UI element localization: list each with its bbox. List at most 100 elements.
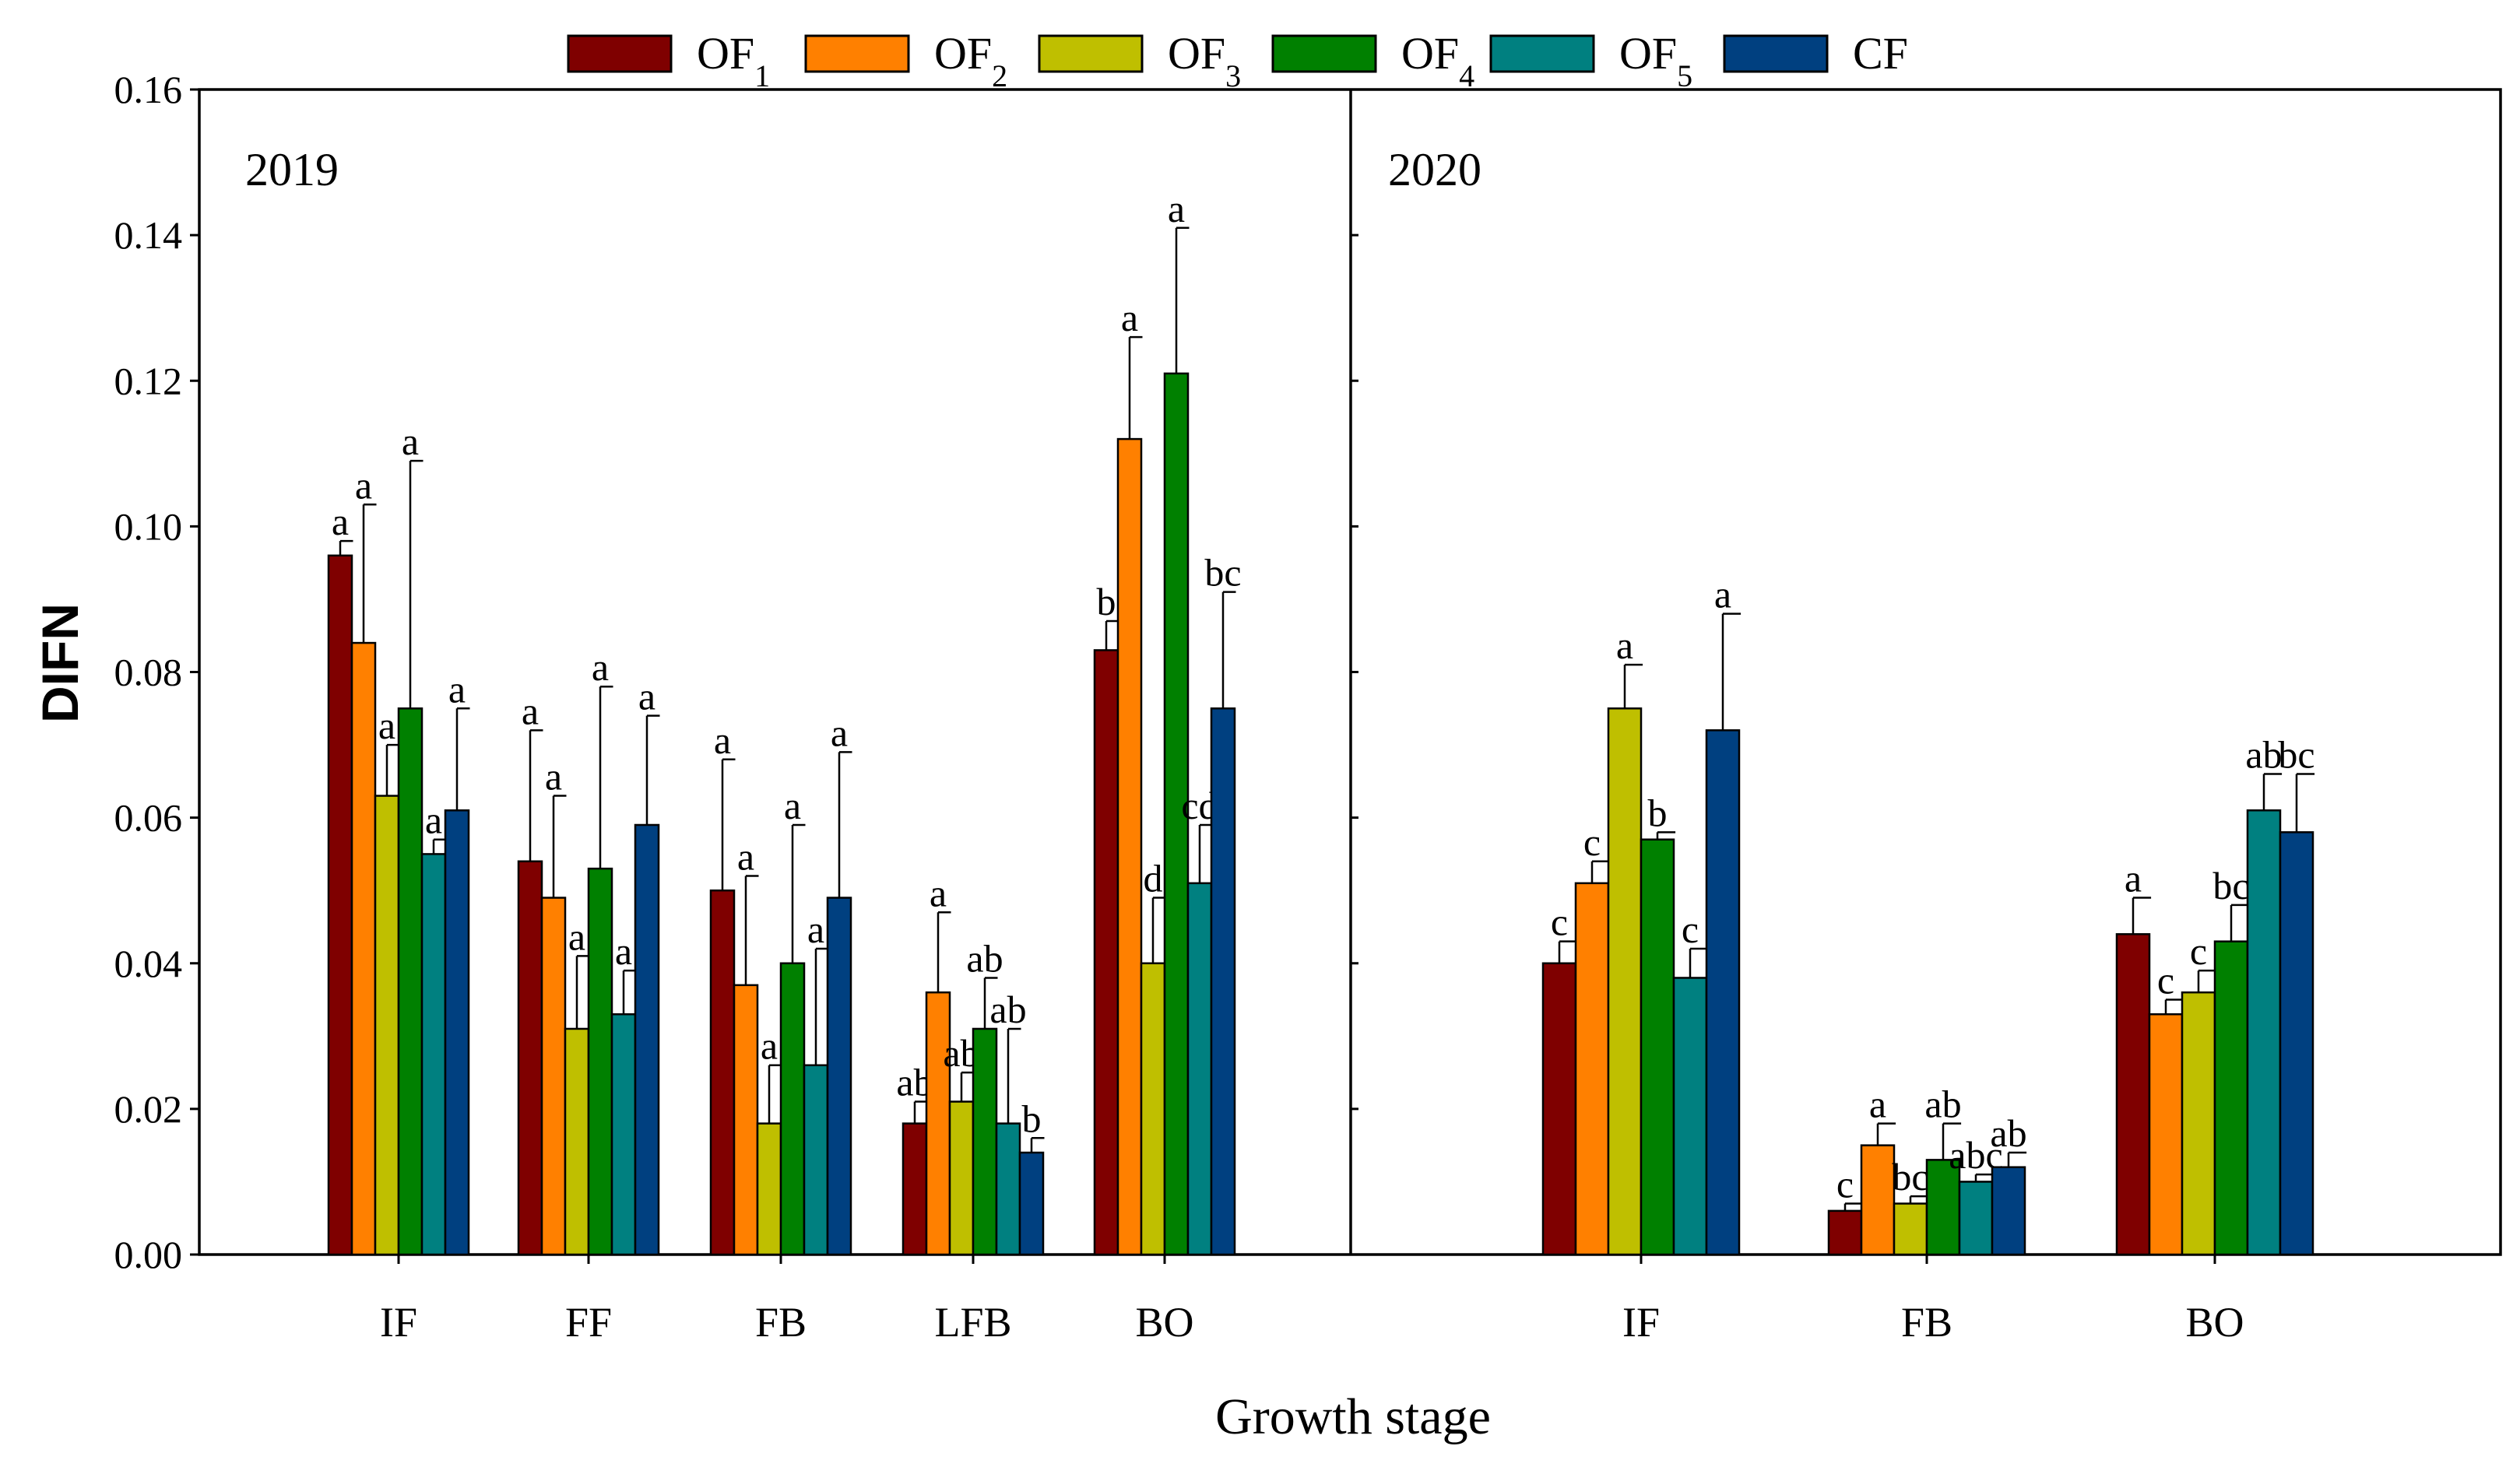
y-tick-label: 0.12 [114, 359, 183, 402]
significance-label: a [831, 711, 848, 754]
bar-2020-bo-of3 [2181, 991, 2216, 1256]
legend-label-of4: OF4 [1401, 28, 1474, 93]
significance-label: a [930, 871, 947, 914]
legend-swatch-of4 [1271, 34, 1377, 73]
bar-2020-fb-cf [1991, 1166, 2026, 1256]
significance-label: d [1144, 857, 1163, 900]
x-tick-label-lfb: LFB [934, 1299, 1011, 1346]
x-tick-label-if: IF [380, 1299, 417, 1346]
significance-label: b [1648, 791, 1668, 834]
significance-label: a [615, 929, 632, 973]
bar-2019-if-of3 [374, 795, 400, 1256]
significance-label: bc [1204, 551, 1241, 595]
bar-2020-bo-of4 [2213, 940, 2249, 1256]
bar-2019-ff-cf [634, 823, 660, 1256]
bar-2020-if-of1 [1541, 962, 1577, 1256]
bar-2019-ff-of3 [564, 1027, 590, 1256]
significance-label: a [1168, 187, 1185, 230]
bar-2019-fb-of4 [779, 962, 806, 1256]
panel-2019: 2019IFaaaaaaFFaaaaaaFBaaaaaaLFBabaababab… [245, 144, 1242, 1346]
significance-label: a [761, 1024, 778, 1068]
significance-label: a [1121, 296, 1138, 339]
bar-2019-if-of4 [397, 707, 424, 1256]
bar-2019-bo-of2 [1116, 437, 1143, 1256]
significance-label: a [737, 834, 754, 878]
bar-2019-lfb-of1 [902, 1122, 928, 1256]
panel-title-2019: 2019 [245, 144, 339, 195]
significance-label: bc [1892, 1155, 1928, 1199]
bar-2020-bo-of5 [2246, 809, 2282, 1256]
bar-2020-bo-cf [2279, 831, 2314, 1256]
y-tick-label: 0.14 [114, 213, 183, 257]
bar-2019-if-of5 [420, 853, 447, 1256]
bar-2019-fb-of2 [733, 984, 759, 1256]
bar-2019-lfb-of4 [972, 1027, 998, 1256]
significance-label: a [402, 419, 419, 463]
bar-2019-bo-cf [1210, 707, 1236, 1256]
x-axis-title: Growth stage [1215, 1388, 1491, 1445]
significance-label: b [1097, 580, 1116, 623]
bar-2019-lfb-of5 [995, 1122, 1021, 1256]
significance-label: c [1583, 820, 1601, 864]
significance-label: ab [989, 988, 1026, 1031]
bar-2019-fb-of1 [709, 889, 736, 1256]
significance-label: a [545, 755, 562, 798]
bar-2019-ff-of4 [587, 867, 613, 1256]
significance-label: b [1022, 1097, 1042, 1140]
bar-2020-bo-of1 [2115, 933, 2151, 1256]
bar-2019-lfb-cf [1018, 1151, 1045, 1256]
significance-label: bc [2212, 864, 2249, 907]
significance-label: a [355, 463, 372, 507]
significance-label: a [784, 784, 801, 827]
significance-label: a [2125, 857, 2142, 900]
x-tick-label-if: IF [1622, 1299, 1660, 1346]
significance-label: a [592, 645, 609, 689]
bar-2020-if-of3 [1607, 707, 1643, 1256]
significance-label: ab [1924, 1083, 1961, 1126]
legend-label-of3: OF3 [1168, 28, 1241, 93]
legend-label-of5: OF5 [1619, 28, 1692, 93]
bar-2019-ff-of2 [540, 897, 567, 1256]
y-tick-label: 0.04 [114, 942, 183, 985]
significance-label: c [2190, 929, 2207, 973]
bar-2019-fb-cf [826, 897, 852, 1256]
bar-2019-bo-of1 [1093, 649, 1119, 1256]
legend-label-cf: CF [1853, 28, 1908, 79]
bar-2019-if-cf [444, 809, 470, 1256]
legend-swatch-of3 [1038, 34, 1144, 73]
bar-2020-fb-of5 [1958, 1181, 1994, 1256]
y-tick-label: 0.16 [114, 68, 183, 111]
significance-label: a [332, 500, 349, 543]
significance-label: a [714, 718, 731, 762]
bar-2020-if-of4 [1640, 838, 1675, 1256]
significance-label: a [425, 798, 442, 842]
bar-2020-fb-of1 [1827, 1209, 1863, 1256]
y-tick-label: 0.06 [114, 796, 183, 840]
significance-label: a [568, 914, 585, 958]
legend-label-of2: OF2 [934, 28, 1007, 93]
bar-2020-bo-of2 [2148, 1013, 2184, 1256]
y-tick-label: 0.10 [114, 504, 183, 548]
bar-2020-fb-of2 [1860, 1144, 1896, 1256]
bar-2019-bo-of4 [1163, 372, 1190, 1256]
significance-label: a [1714, 573, 1731, 616]
bar-2019-bo-of5 [1186, 882, 1213, 1256]
plot-panels: 2019IFaaaaaaFFaaaaaaFBaaaaaaLFBabaababab… [245, 144, 2315, 1346]
bar-2019-lfb-of3 [948, 1100, 975, 1256]
significance-label: a [1616, 623, 1633, 667]
bar-2019-ff-of1 [517, 860, 543, 1256]
x-tick-label-bo: BO [2185, 1299, 2244, 1346]
bar-2020-if-of5 [1672, 977, 1708, 1256]
y-tick-label: 0.02 [114, 1087, 183, 1131]
x-tick-label-fb: FB [1901, 1299, 1952, 1346]
significance-label: bc [2278, 732, 2314, 776]
bar-2020-if-cf [1705, 729, 1741, 1256]
significance-label: c [2157, 959, 2174, 1002]
significance-label: a [448, 667, 466, 711]
bar-2019-if-of1 [327, 554, 353, 1256]
bar-2020-fb-of4 [1925, 1159, 1961, 1256]
significance-label: a [1869, 1083, 1886, 1126]
y-tick-label: 0.00 [114, 1233, 183, 1276]
significance-label: c [1836, 1163, 1854, 1206]
